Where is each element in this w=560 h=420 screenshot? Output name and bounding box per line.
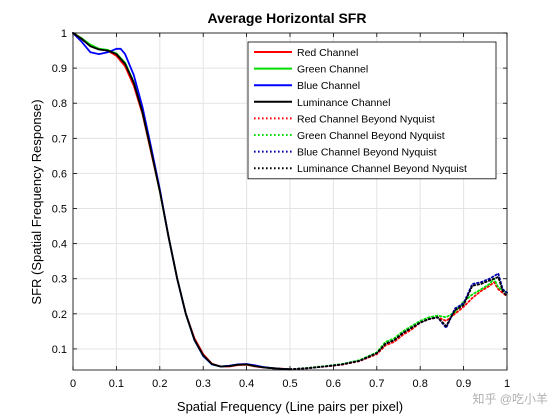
legend-label: Luminance Channel Beyond Nyquist (297, 163, 467, 175)
x-tick-label: 0.8 (413, 378, 428, 390)
series-line-4 (72, 32, 291, 371)
legend-label: Red Channel (297, 47, 358, 59)
legend-label: Blue Channel (297, 80, 360, 92)
chart-title: Average Horizontal SFR (208, 10, 367, 26)
series-line-7 (289, 272, 508, 371)
y-tick-label: 0.4 (52, 239, 67, 251)
x-tick-label: 0.4 (239, 378, 254, 390)
series-line-5 (289, 281, 508, 371)
x-tick-label: 0.2 (152, 378, 167, 390)
x-axis-label: Spatial Frequency (Line pairs per pixel) (177, 399, 403, 414)
watermark: 知乎 @吃小羊 (472, 391, 548, 406)
ticks: 0 0.1 0.2 0.3 0.4 0.5 0.6 0.7 0.8 0.9 1 0.1 0.2 0.3 0.… (52, 28, 510, 390)
y-tick-label: 0.1 (52, 344, 67, 356)
x-tick-label: 0.9 (456, 378, 471, 390)
x-tick-label: 0.6 (326, 378, 341, 390)
x-tick-label: 0.3 (196, 378, 211, 390)
y-tick-label: 0.6 (52, 168, 67, 180)
series-line-8 (289, 276, 508, 371)
legend-label: Green Channel Beyond Nyquist (297, 130, 445, 142)
x-tick-label: 0.5 (282, 378, 297, 390)
y-tick-label: 0.7 (52, 133, 67, 145)
y-axis-label: SFR (Spatial Frequency Response) (29, 99, 44, 304)
legend-label: Red Channel Beyond Nyquist (297, 113, 435, 125)
y-tick-label: 0.9 (52, 63, 67, 75)
y-tick-label: 0.8 (52, 98, 67, 110)
y-tick-label: 0.3 (52, 274, 67, 286)
legend-label: Blue Channel Beyond Nyquist (297, 147, 437, 159)
x-tick-label: 1 (504, 378, 510, 390)
legend: Red Channel Green Channel Blue Channel Lumi… (247, 41, 497, 180)
legend-label: Green Channel (297, 64, 368, 76)
legend-box (247, 41, 497, 180)
x-tick-label: 0 (70, 378, 76, 390)
x-tick-label: 0.1 (109, 378, 124, 390)
legend-label: Luminance Channel (297, 97, 390, 109)
series-layer (72, 32, 508, 371)
series-line-6 (289, 277, 508, 371)
y-tick-label: 0.2 (52, 309, 67, 321)
x-tick-label: 0.7 (369, 378, 384, 390)
y-tick-label: 0.5 (52, 204, 67, 216)
y-tick-label: 1 (61, 28, 67, 40)
